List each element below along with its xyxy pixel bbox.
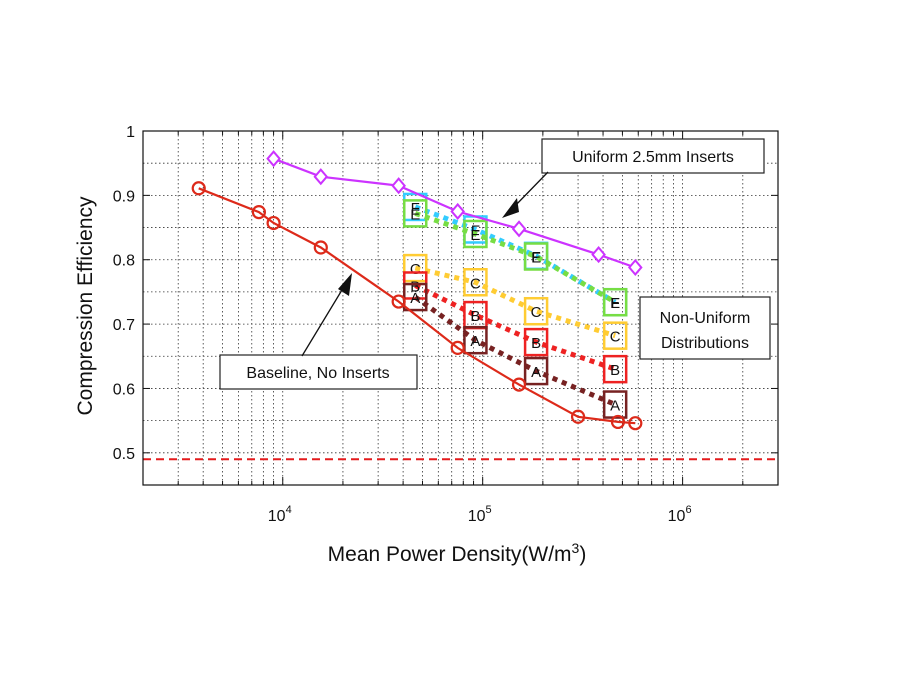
marker-box-E	[523, 242, 549, 271]
x-axis-label: Mean Power Density(W/m3)	[328, 540, 587, 566]
uniform-annotation-box	[541, 138, 765, 174]
x-tick-exponent: 4	[286, 504, 292, 516]
uniform-annotation-text: Uniform 2.5mm Inserts	[572, 149, 734, 166]
y-tick-label: 0.8	[113, 253, 135, 270]
marker-box-E	[602, 287, 628, 317]
x-tick-label: 106	[668, 504, 692, 525]
marker-label-A: A	[470, 333, 480, 350]
data-point-baseline	[628, 416, 643, 431]
uniform-annotation-arrowhead	[502, 198, 519, 218]
y-tick-label: 0.7	[113, 317, 135, 334]
data-point-uniform	[313, 168, 329, 186]
nonuniform-annotation-line2: Distributions	[661, 335, 749, 352]
marker-label-F: F	[611, 295, 620, 312]
data-point-baseline	[511, 377, 527, 392]
x-tick-base: 10	[268, 508, 286, 525]
data-point-baseline	[391, 294, 406, 309]
data-point-baseline	[251, 204, 267, 220]
x-tick-exponent: 5	[486, 504, 492, 516]
data-point-uniform	[391, 177, 406, 195]
data-point-baseline	[266, 215, 281, 231]
data-point-baseline	[570, 409, 586, 424]
marker-label-E: E	[531, 250, 541, 267]
x-tick-label: 105	[468, 504, 492, 525]
marker-label-A: A	[610, 398, 620, 415]
marker-box-E	[463, 219, 488, 249]
data-point-baseline	[610, 414, 626, 430]
marker-box-C	[403, 253, 428, 283]
x-tick-base: 10	[668, 508, 686, 525]
marker-box-A	[403, 282, 428, 312]
marker-box-E	[403, 199, 428, 228]
marker-label-E: E	[610, 295, 620, 312]
baseline-annotation-arrowhead	[338, 273, 352, 296]
y-tick-label: 1	[126, 124, 135, 141]
baseline-annotation: Baseline, No Inserts	[219, 273, 418, 390]
marker-label-A: A	[531, 364, 541, 381]
uniform-annotation: Uniform 2.5mm Inserts	[502, 138, 765, 218]
marker-box-C	[523, 296, 549, 326]
plot-frame-group	[142, 130, 779, 486]
marker-box-B	[602, 354, 628, 384]
marker-label-A: A	[410, 290, 420, 307]
series-line-B	[414, 283, 617, 372]
series-line-baseline	[198, 187, 636, 425]
data-point-uniform	[450, 202, 466, 220]
data-point-uniform	[511, 220, 527, 238]
baseline-annotation-arrow	[301, 284, 346, 357]
marker-box-B	[523, 327, 549, 357]
marker-label-B: B	[610, 362, 620, 379]
nonuniform-annotation-box	[639, 296, 771, 360]
marker-label-F: F	[532, 249, 541, 266]
plot-frame	[142, 130, 779, 486]
y-tick-label: 0.6	[113, 381, 135, 398]
marker-box-C	[463, 268, 488, 297]
marker-label-B: B	[410, 278, 420, 295]
data-point-baseline	[191, 181, 206, 196]
data-point-baseline	[313, 240, 328, 255]
data-point-uniform	[591, 246, 606, 264]
marker-label-B: B	[531, 335, 541, 352]
series-line-F	[414, 204, 617, 305]
data-point-uniform	[266, 150, 281, 168]
marker-box-A	[463, 325, 488, 355]
marker-label-E: E	[470, 227, 480, 244]
nonuniform-annotation: Non-Uniform Distributions	[639, 296, 771, 360]
baseline-annotation-box	[219, 354, 418, 390]
marker-label-F: F	[471, 222, 480, 239]
marker-label-E: E	[410, 206, 420, 223]
x-tick-exponent: 6	[685, 504, 691, 516]
marker-box-C	[602, 321, 628, 350]
marker-label-F: F	[411, 200, 420, 217]
y-tick-label: 0.5	[113, 446, 135, 463]
baseline-annotation-text: Baseline, No Inserts	[246, 365, 389, 382]
marker-label-C: C	[410, 261, 421, 278]
marker-label-C: C	[470, 275, 481, 292]
x-tick-label: 104	[268, 504, 292, 525]
y-axis-label: Compression Efficiency	[74, 196, 97, 416]
y-tick-label: 0.9	[113, 188, 135, 205]
marker-box-A	[523, 356, 549, 386]
marker-label-C: C	[610, 329, 621, 346]
x-tick-base: 10	[468, 508, 486, 525]
data-point-baseline	[450, 340, 465, 356]
series-line-E	[414, 211, 617, 305]
series-line-C	[414, 265, 616, 339]
uniform-annotation-arrow	[511, 171, 549, 210]
marker-label-C: C	[531, 304, 542, 321]
marker-label-B: B	[470, 308, 480, 325]
data-point-uniform	[627, 258, 643, 276]
nonuniform-annotation-line1: Non-Uniform	[660, 310, 751, 327]
